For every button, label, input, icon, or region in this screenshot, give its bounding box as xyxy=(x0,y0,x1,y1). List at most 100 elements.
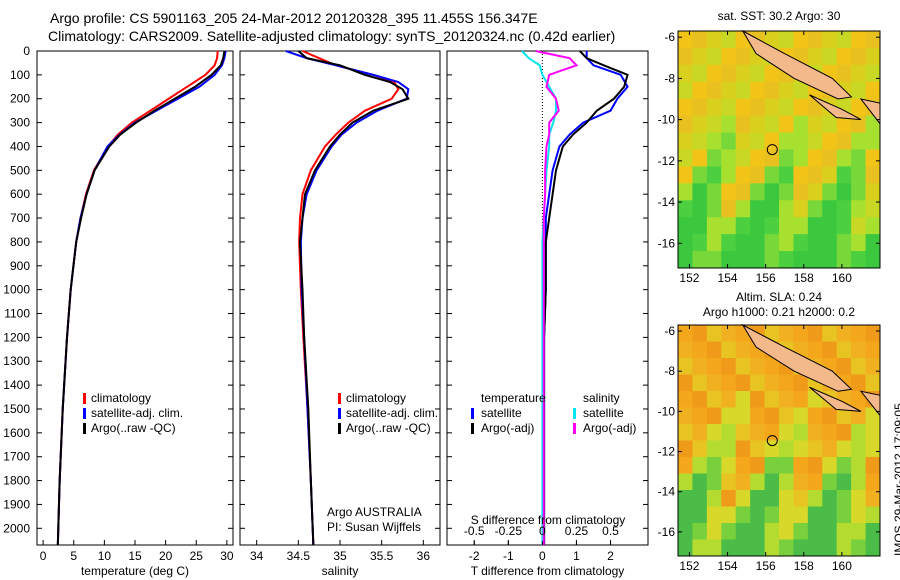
map-cell xyxy=(865,183,881,201)
map-cell xyxy=(865,490,881,507)
map-cell xyxy=(865,506,881,524)
map-cell xyxy=(865,341,881,359)
y-tick-label: 1800 xyxy=(3,474,30,488)
legend-swatch xyxy=(83,393,86,404)
map-cell xyxy=(836,506,852,524)
map-cell xyxy=(706,490,722,507)
map-frame xyxy=(677,30,881,269)
map-cell xyxy=(692,81,708,100)
map-cell xyxy=(735,407,751,425)
y-tick-label: 1500 xyxy=(3,402,30,416)
map-cell xyxy=(721,457,737,474)
y-tick-label: 700 xyxy=(10,211,30,225)
map-cell xyxy=(750,457,766,474)
map-cell xyxy=(750,440,766,458)
map-cell xyxy=(735,47,751,66)
map-cell xyxy=(764,440,780,458)
legend-swatch xyxy=(573,423,576,434)
map-cell xyxy=(692,407,708,425)
map-cell xyxy=(807,234,823,252)
map-cell xyxy=(750,183,766,201)
legend-entry: Argo(..raw -QC) xyxy=(346,421,431,435)
map-cell xyxy=(692,473,708,491)
map-cell xyxy=(750,391,766,408)
map-cell xyxy=(764,539,780,557)
map-cell xyxy=(735,424,751,441)
map-cell xyxy=(822,234,838,252)
map-cell xyxy=(721,251,737,269)
map-cell xyxy=(779,539,794,557)
y-tick-label: 100 xyxy=(10,68,30,82)
map-cell xyxy=(721,166,737,184)
map-cell xyxy=(793,31,809,49)
map-cell xyxy=(836,523,852,540)
map-lon-label: 156 xyxy=(756,271,776,285)
map-cell xyxy=(706,523,722,540)
map-cell xyxy=(822,251,838,269)
map-cell xyxy=(735,539,751,557)
x2-tick-label: 0.25 xyxy=(565,524,589,538)
map-cell xyxy=(779,31,794,49)
map-cell xyxy=(764,523,780,540)
map-cell xyxy=(750,166,766,184)
map-cell xyxy=(750,64,766,83)
island-coastline xyxy=(809,386,862,412)
map-cell xyxy=(807,523,823,540)
map-cell xyxy=(836,490,852,507)
island-coastline xyxy=(809,94,862,121)
map-cell xyxy=(865,200,881,218)
map-cell xyxy=(692,391,708,408)
map-cell xyxy=(764,473,780,491)
legend-entry: satellite-adj. clim. xyxy=(91,406,183,420)
map-cell xyxy=(822,407,838,425)
map-cell xyxy=(692,374,708,392)
map-cell xyxy=(764,115,780,134)
map-cell xyxy=(822,217,838,235)
map-cell xyxy=(807,166,823,184)
map-cell xyxy=(678,539,693,557)
map-cell xyxy=(721,64,737,83)
map-lon-label: 158 xyxy=(794,271,814,285)
map-cell xyxy=(779,523,794,540)
legend-entry: Argo(-adj) xyxy=(583,421,636,435)
map-cell xyxy=(764,98,780,117)
legend-swatch xyxy=(338,393,341,404)
map-cell xyxy=(735,200,751,218)
map-cell xyxy=(678,183,693,201)
map-lon-label: 156 xyxy=(756,559,776,573)
map-cell xyxy=(865,539,881,557)
map-cell xyxy=(807,149,823,167)
map-cell xyxy=(764,183,780,201)
x-tick-label: 0 xyxy=(539,549,546,563)
map-cell xyxy=(692,358,708,375)
map-cell xyxy=(851,149,867,167)
map-cell xyxy=(822,166,838,184)
island-coastline xyxy=(741,29,853,100)
map-lat-label: -12 xyxy=(658,154,676,168)
panel-frame xyxy=(239,50,441,546)
map-cell xyxy=(836,183,852,201)
map-cell xyxy=(692,440,708,458)
x-tick-label: 15 xyxy=(128,549,142,563)
map-cell xyxy=(793,374,809,392)
series-line-2 xyxy=(297,50,410,546)
map-cell xyxy=(735,81,751,100)
map-cell xyxy=(735,166,751,184)
x-tick-label: 36 xyxy=(417,549,431,563)
map-cell xyxy=(865,64,881,83)
map-cell xyxy=(836,457,852,474)
map-cell xyxy=(836,31,852,49)
map-cell xyxy=(851,183,867,201)
map-cell xyxy=(721,149,737,167)
map-cell xyxy=(721,374,737,392)
map-cell xyxy=(706,234,722,252)
map-cell xyxy=(721,47,737,66)
map-cell xyxy=(678,341,693,359)
map-cell xyxy=(750,217,766,235)
map-lon-label: 158 xyxy=(794,559,814,573)
x-tick-label: 5 xyxy=(70,549,77,563)
map-cell xyxy=(678,234,693,252)
legend-swatch xyxy=(83,423,86,434)
legend-title: salinity xyxy=(583,391,620,405)
map-cell xyxy=(793,523,809,540)
